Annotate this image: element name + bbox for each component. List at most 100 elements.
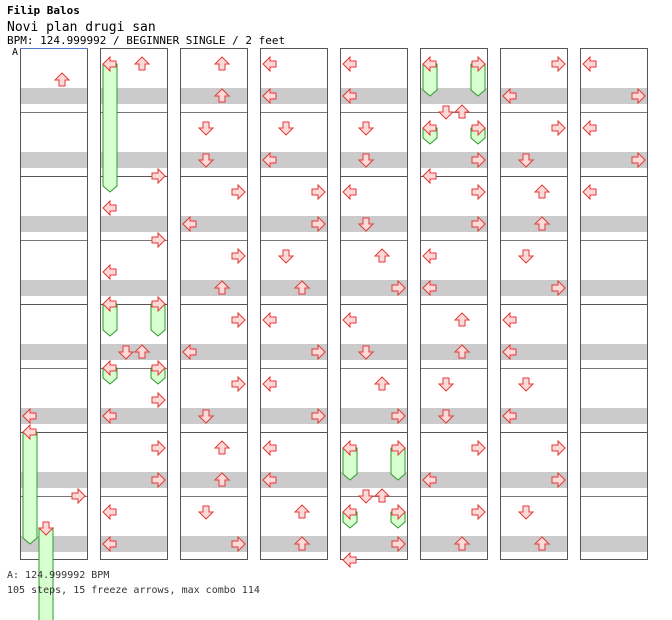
- beat-line: [421, 496, 487, 497]
- step-arrow-left-icon: [422, 55, 437, 73]
- beat-line: [341, 368, 407, 369]
- step-arrow-right-icon: [631, 87, 646, 105]
- step-arrow-up-icon: [533, 216, 551, 231]
- step-arrow-left-icon: [102, 535, 117, 553]
- step-arrow-up-icon: [293, 536, 311, 551]
- beat-stripe: [341, 152, 407, 168]
- step-arrow-down-icon: [37, 521, 55, 536]
- beat-stripe: [181, 152, 247, 168]
- beat-stripe: [181, 536, 247, 552]
- beat-line: [261, 496, 327, 497]
- step-arrow-left-icon: [262, 55, 277, 73]
- beat-stripe: [261, 408, 327, 424]
- beat-stripe: [21, 344, 87, 360]
- beat-stripe: [501, 152, 567, 168]
- measure-line: [101, 176, 167, 177]
- step-arrow-right-icon: [151, 231, 166, 249]
- beat-line: [181, 368, 247, 369]
- step-arrow-right-icon: [231, 247, 246, 265]
- step-arrow-right-icon: [151, 391, 166, 409]
- step-arrow-right-icon: [231, 535, 246, 553]
- measure-line: [421, 304, 487, 305]
- measure-line: [581, 304, 647, 305]
- step-arrow-down-icon: [357, 121, 375, 136]
- beat-stripe: [501, 344, 567, 360]
- beat-stripe: [421, 408, 487, 424]
- step-arrow-right-icon: [231, 183, 246, 201]
- step-arrow-right-icon: [391, 535, 406, 553]
- bpm-difficulty-line: BPM: 124.999992 / BEGINNER SINGLE / 2 fe…: [7, 34, 286, 47]
- step-arrow-right-icon: [551, 279, 566, 297]
- step-arrow-up-icon: [533, 536, 551, 551]
- step-arrow-left-icon: [342, 503, 357, 521]
- beat-stripe: [261, 216, 327, 232]
- step-arrow-up-icon: [213, 280, 231, 295]
- step-arrow-right-icon: [391, 503, 406, 521]
- step-arrow-up-icon: [213, 88, 231, 103]
- freeze-arrow-left: [102, 63, 118, 193]
- beat-stripe: [261, 152, 327, 168]
- beat-stripe: [341, 472, 407, 488]
- beat-stripe: [341, 344, 407, 360]
- step-arrow-left-icon: [582, 55, 597, 73]
- beat-stripe: [21, 408, 87, 424]
- measure-line: [421, 176, 487, 177]
- step-arrow-left-icon: [102, 359, 117, 377]
- step-arrow-left-icon: [102, 503, 117, 521]
- step-arrow-down-icon: [277, 249, 295, 264]
- step-arrow-right-icon: [551, 471, 566, 489]
- beat-line: [181, 496, 247, 497]
- beat-line: [581, 112, 647, 113]
- measure-line: [341, 304, 407, 305]
- beat-stripe: [581, 280, 647, 296]
- beat-stripe: [501, 536, 567, 552]
- beat-stripe: [101, 280, 167, 296]
- measure-line: [101, 432, 167, 433]
- beat-stripe: [581, 472, 647, 488]
- beat-stripe: [261, 88, 327, 104]
- step-arrow-left-icon: [22, 423, 37, 441]
- beat-line: [501, 240, 567, 241]
- beat-stripe: [181, 88, 247, 104]
- beat-stripe: [581, 216, 647, 232]
- beat-line: [101, 496, 167, 497]
- beat-stripe: [421, 344, 487, 360]
- footer-stats: 105 steps, 15 freeze arrows, max combo 1…: [7, 585, 260, 596]
- beat-stripe: [181, 216, 247, 232]
- step-arrow-right-icon: [551, 55, 566, 73]
- step-arrow-left-icon: [342, 183, 357, 201]
- step-arrow-left-icon: [502, 87, 517, 105]
- step-arrow-left-icon: [102, 199, 117, 217]
- beat-line: [421, 368, 487, 369]
- step-arrow-right-icon: [151, 439, 166, 457]
- freeze-arrow-left: [22, 431, 38, 545]
- beat-stripe: [341, 88, 407, 104]
- step-arrow-right-icon: [471, 119, 486, 137]
- beat-stripe: [181, 280, 247, 296]
- step-arrow-down-icon: [197, 409, 215, 424]
- chart-column-8: [580, 48, 648, 560]
- step-arrow-left-icon: [342, 439, 357, 457]
- step-arrow-right-icon: [311, 183, 326, 201]
- step-arrow-down-icon: [357, 489, 375, 504]
- beat-line: [421, 240, 487, 241]
- step-arrow-right-icon: [71, 487, 86, 505]
- step-arrow-left-icon: [342, 551, 357, 569]
- step-arrow-up-icon: [453, 344, 471, 359]
- beat-stripe: [101, 472, 167, 488]
- beat-line: [21, 496, 87, 497]
- step-arrow-up-icon: [293, 280, 311, 295]
- step-arrow-down-icon: [357, 345, 375, 360]
- step-arrow-down-icon: [517, 505, 535, 520]
- beat-stripe: [101, 216, 167, 232]
- measure-line: [261, 176, 327, 177]
- beat-stripe: [501, 408, 567, 424]
- beat-stripe: [421, 536, 487, 552]
- beat-stripe: [421, 472, 487, 488]
- beat-stripe: [581, 88, 647, 104]
- step-arrow-left-icon: [102, 263, 117, 281]
- step-arrow-left-icon: [502, 407, 517, 425]
- beat-stripe: [261, 344, 327, 360]
- beat-stripe: [261, 536, 327, 552]
- beat-stripe: [421, 280, 487, 296]
